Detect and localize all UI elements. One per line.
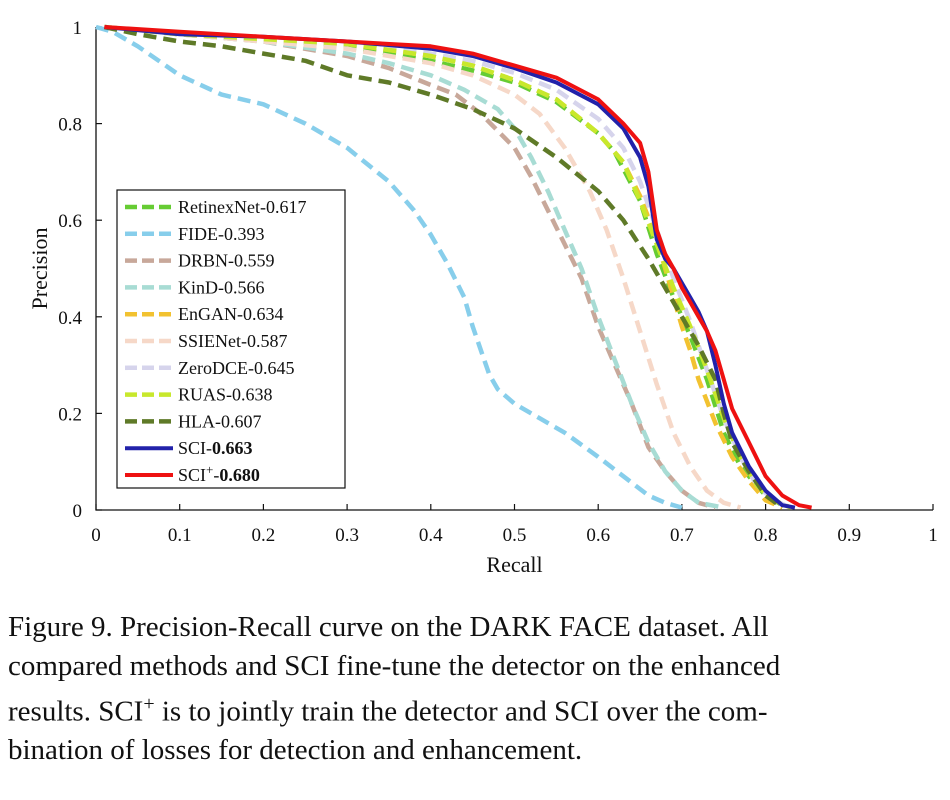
figure-caption: Figure 9. Precision-Recall curve on the … xyxy=(8,608,943,770)
legend-label: SCI+-0.680 xyxy=(178,462,260,485)
x-tick-label: 0.9 xyxy=(837,525,861,546)
x-tick-label: 0.5 xyxy=(503,525,527,546)
legend-label: FIDE-0.393 xyxy=(178,224,265,244)
series-line-hla xyxy=(103,24,784,510)
legend-label: SCI-0.663 xyxy=(178,438,253,458)
legend-box xyxy=(116,189,346,489)
x-tick-label: 0.4 xyxy=(419,525,443,546)
caption-line: bination of losses for detection and enh… xyxy=(8,734,583,767)
legend-label: KinD-0.566 xyxy=(178,277,265,297)
series-line-sci xyxy=(104,25,796,510)
legend-label: DRBN-0.559 xyxy=(178,251,275,271)
legend-label: RUAS-0.638 xyxy=(178,385,273,405)
x-tick-label: 0.6 xyxy=(586,525,610,546)
legend-label: SSIENet-0.587 xyxy=(178,331,288,351)
x-tick-label: 0.3 xyxy=(335,525,359,546)
y-tick-label: 0.4 xyxy=(58,308,82,329)
series-line-sci-plus xyxy=(104,25,812,510)
x-tick-label: 0.7 xyxy=(670,525,694,546)
x-tick-label: 0.8 xyxy=(754,525,778,546)
series-line-kind xyxy=(104,24,725,510)
series-line-fide xyxy=(95,24,683,510)
series-line-drbn xyxy=(104,24,717,510)
series-line-retinexnet xyxy=(104,24,784,508)
legend-label: HLA-0.607 xyxy=(178,411,262,431)
y-tick-label: 1 xyxy=(73,18,83,39)
y-tick-label: 0 xyxy=(73,501,83,522)
x-tick-label: 0 xyxy=(91,525,101,546)
legend-label: EnGAN-0.634 xyxy=(178,304,284,324)
y-tick-label: 0.6 xyxy=(58,211,82,232)
legend-label: RetinexNet-0.617 xyxy=(178,197,306,217)
y-tick-label: 0.8 xyxy=(58,115,82,136)
caption-text: is to jointly train the detector and SCI… xyxy=(154,695,768,728)
x-tick-label: 0.1 xyxy=(168,525,192,546)
caption-superscript: + xyxy=(143,693,155,715)
series-lines xyxy=(95,24,812,510)
pr-curve-chart: 0 0.1 0.2 0.3 0.4 0.5 0.6 0.7 0.8 0.9 1 0 0.2 0.4 0.6 0… xyxy=(27,18,938,577)
axes: 0 0.1 0.2 0.3 0.4 0.5 0.6 0.7 0.8 0.9 1 0 0.2 0.4 0.6 0… xyxy=(58,18,938,546)
y-tick-label: 0.2 xyxy=(58,404,82,425)
caption-line: compared methods and SCI fine-tune the d… xyxy=(8,649,781,682)
legend-label: ZeroDCE-0.645 xyxy=(178,358,294,378)
x-axis-title: Recall xyxy=(486,552,542,577)
x-tick-label: 0.2 xyxy=(252,525,276,546)
caption-line: results. SCI+ is to jointly train the de… xyxy=(8,685,943,731)
legend: RetinexNet-0.617 FIDE-0.393 DRBN-0.559 KinD… xyxy=(116,189,346,489)
y-axis-title: Precision xyxy=(27,228,52,310)
caption-text: results. SCI xyxy=(8,695,144,728)
x-tick-label: 1 xyxy=(928,525,938,546)
series-line-ssienet xyxy=(104,24,742,510)
caption-line: Figure 9. Precision-Recall curve on the … xyxy=(8,611,769,643)
